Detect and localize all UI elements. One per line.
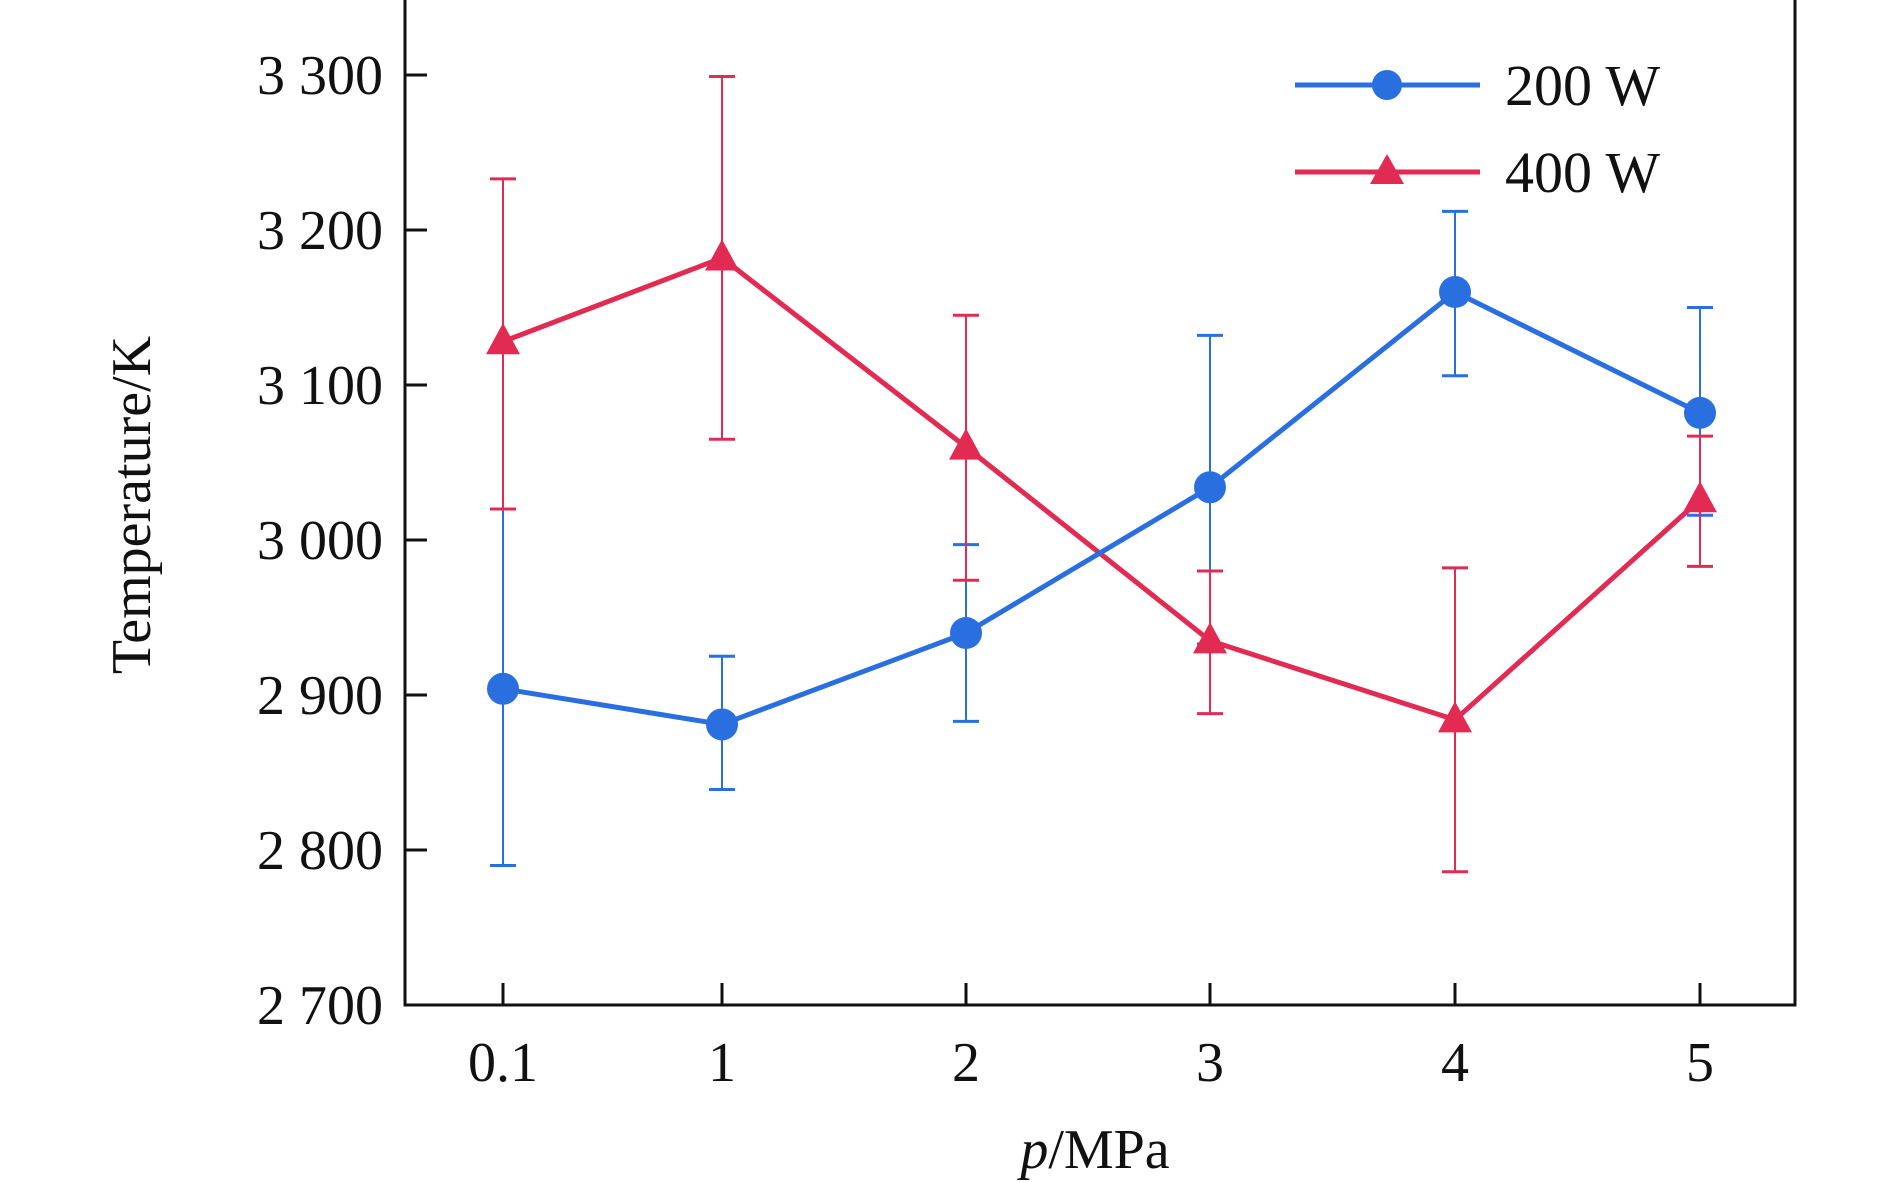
y-tick-label: 3 000 [257, 510, 383, 572]
plot-border [403, 0, 1797, 1007]
y-tick-label: 2 900 [257, 665, 383, 727]
error-bars-200w [490, 209, 1713, 867]
data-point [1439, 276, 1471, 308]
data-point [1194, 471, 1226, 504]
legend-item-400w: 400 W [1295, 140, 1660, 205]
x-tick-label: 1 [708, 1032, 736, 1094]
x-tick-label: 2 [952, 1032, 980, 1094]
plot-frame [403, 0, 1797, 1007]
data-point [1193, 622, 1227, 654]
y-axis-title: Temperature/K [101, 336, 163, 674]
data-point [950, 617, 982, 649]
data-point [1683, 481, 1717, 513]
axis-ticks: 2 700 2 800 2 900 3 000 3 100 3 200 3 300 0.1 1 2… [257, 45, 1714, 1094]
data-point [706, 708, 738, 741]
x-tick-label: 3 [1196, 1032, 1224, 1094]
legend-marker [1370, 154, 1404, 184]
data-point [949, 428, 983, 460]
data-point [487, 672, 519, 705]
x-axis-title-italic: p [1016, 1119, 1048, 1181]
x-tick-label: 4 [1441, 1032, 1469, 1094]
y-tick-label: 2 800 [257, 820, 383, 882]
y-tick-label: 3 300 [257, 45, 383, 107]
x-tick-label: 0.1 [468, 1032, 538, 1094]
x-axis-title: p/MPa [1016, 1119, 1169, 1181]
series-400w [486, 239, 1717, 733]
x-tick-label: 5 [1686, 1032, 1714, 1094]
y-tick-label: 3 100 [257, 355, 383, 417]
y-tick-label: 2 700 [257, 975, 383, 1037]
data-point [486, 323, 520, 355]
data-point [1438, 701, 1472, 733]
legend-label: 200 W [1505, 53, 1660, 118]
series-line [502, 289, 1702, 727]
data-point [1684, 396, 1716, 429]
series [486, 75, 1717, 874]
x-axis-title-rest: /MPa [1048, 1119, 1169, 1181]
legend-label: 400 W [1505, 140, 1660, 205]
y-tick-label: 3 200 [257, 200, 383, 262]
legend: 200 W 400 W [1295, 53, 1660, 205]
series-line [502, 255, 1702, 723]
data-point [705, 239, 739, 271]
legend-item-200w: 200 W [1295, 53, 1660, 118]
series-200w [487, 276, 1716, 741]
legend-marker [1372, 70, 1402, 100]
